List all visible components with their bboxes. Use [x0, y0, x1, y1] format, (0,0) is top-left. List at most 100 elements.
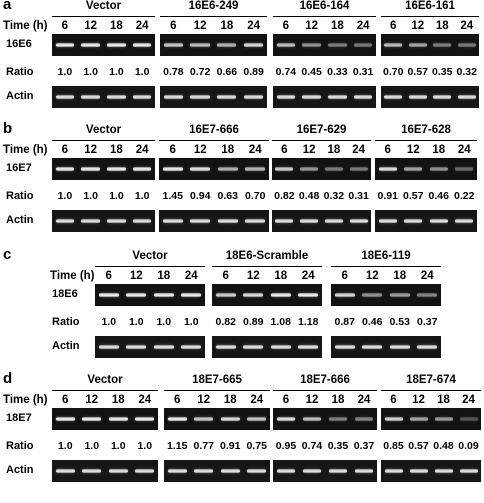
ratio-value: 0.85 — [383, 440, 404, 452]
actin-band — [328, 95, 347, 99]
ratio-value: 1.0 — [109, 190, 124, 202]
time-tick: 12 — [412, 394, 425, 406]
time-tick: 6 — [384, 144, 391, 156]
time-tick: 6 — [105, 270, 112, 282]
time-tick: 18 — [435, 20, 449, 32]
target-band — [457, 43, 476, 47]
ratio-value: 0.31 — [348, 190, 369, 202]
gene-label: 18E6 — [52, 288, 78, 300]
actin-band — [270, 345, 291, 349]
target-band — [429, 167, 448, 171]
target-band — [126, 293, 147, 297]
time-tick: 12 — [302, 144, 316, 156]
ratio-value: 0.89 — [243, 316, 264, 328]
actin-band — [300, 219, 319, 223]
time-tick: 18 — [432, 144, 446, 156]
target-band — [82, 417, 102, 421]
actin-band — [275, 219, 294, 223]
time-tick: 6 — [174, 394, 181, 406]
gel-target-band-row — [164, 408, 270, 430]
target-band — [302, 417, 322, 421]
target-band — [167, 417, 187, 421]
time-tick: 18 — [157, 270, 171, 282]
time-tick: 24 — [460, 20, 474, 32]
panel-label: d — [3, 370, 13, 387]
group-name: 18E6-119 — [361, 250, 411, 262]
ratio-value: 1.0 — [84, 440, 100, 452]
target-band — [98, 293, 119, 297]
target-band — [302, 43, 321, 47]
gel-actin-band-row — [273, 460, 377, 482]
actin-band — [276, 95, 296, 99]
ratio-value: 0.46 — [362, 316, 383, 328]
gel-target-band-row — [273, 34, 376, 56]
actin-band — [153, 345, 174, 349]
ratio-value: 0.89 — [243, 66, 264, 78]
target-band — [334, 293, 355, 297]
time-tick: 18 — [109, 144, 123, 156]
gel-actin-band-row — [273, 86, 376, 108]
gel-actin-band-row — [375, 210, 477, 232]
time-tick: 6 — [61, 144, 69, 156]
gel-actin-band-row — [159, 210, 269, 232]
time-tick: 12 — [85, 394, 99, 406]
actin-band — [455, 219, 474, 223]
group-underline — [381, 390, 481, 391]
panel-a: a Time (h) 16E6 Ratio Actin Vector 6 1.0 12 1.0 18… — [0, 0, 484, 120]
time-tick: 6 — [62, 394, 69, 406]
gel-actin-band-row — [381, 460, 481, 482]
actin-band — [215, 345, 236, 349]
actin-label: Actin — [52, 340, 80, 352]
actin-band — [220, 469, 240, 473]
ratio-value: 1.0 — [109, 66, 124, 78]
gel-actin-band-row — [272, 210, 371, 232]
group-name: 16E7-628 — [401, 124, 451, 136]
group-underline — [331, 266, 441, 267]
actin-band — [247, 469, 267, 473]
ratio-value: 0.35 — [327, 440, 349, 452]
ratio-value: 0.82 — [274, 190, 295, 202]
actin-band — [408, 95, 427, 99]
ratio-value: 0.37 — [353, 440, 375, 452]
target-band — [215, 293, 236, 297]
time-tick: 6 — [222, 270, 229, 282]
actin-band — [384, 469, 403, 473]
actin-band — [126, 345, 147, 349]
actin-band — [181, 345, 202, 349]
gel-target-band-row — [212, 284, 322, 306]
group-underline — [160, 16, 267, 17]
target-band — [353, 43, 373, 47]
ratio-value: 0.37 — [417, 316, 438, 328]
time-tick: 24 — [248, 144, 262, 156]
time-tick: 12 — [84, 20, 98, 32]
time-tick: 24 — [420, 270, 434, 282]
target-band — [132, 43, 152, 47]
ratio-value: 0.48 — [298, 190, 320, 202]
group-underline — [52, 390, 158, 391]
group-underline — [159, 140, 269, 141]
ratio-value: 1.0 — [101, 316, 117, 328]
time-tick: 18 — [327, 144, 341, 156]
ratio-label: Ratio — [6, 190, 34, 202]
group-underline — [375, 140, 477, 141]
panel-label: c — [3, 246, 12, 263]
time-tick: 18 — [221, 144, 235, 156]
gene-label: 16E6 — [6, 38, 32, 50]
ratio-value: 0.57 — [407, 66, 428, 78]
gel-target-band-row — [272, 158, 371, 180]
time-label: Time (h) — [3, 394, 48, 406]
ratio-value: 0.32 — [323, 190, 345, 202]
ratio-value: 0.53 — [389, 316, 410, 328]
time-tick: 24 — [357, 394, 371, 406]
ratio-value: 0.74 — [301, 440, 323, 452]
time-tick: 18 — [437, 394, 450, 406]
target-band — [108, 417, 128, 421]
target-band — [220, 417, 240, 421]
target-band — [132, 167, 152, 171]
target-band — [384, 43, 403, 47]
target-band — [362, 293, 383, 297]
actin-band — [362, 345, 383, 349]
ratio-value: 1.0 — [134, 66, 150, 78]
ratio-value: 0.32 — [456, 66, 477, 78]
time-tick: 24 — [184, 270, 198, 282]
